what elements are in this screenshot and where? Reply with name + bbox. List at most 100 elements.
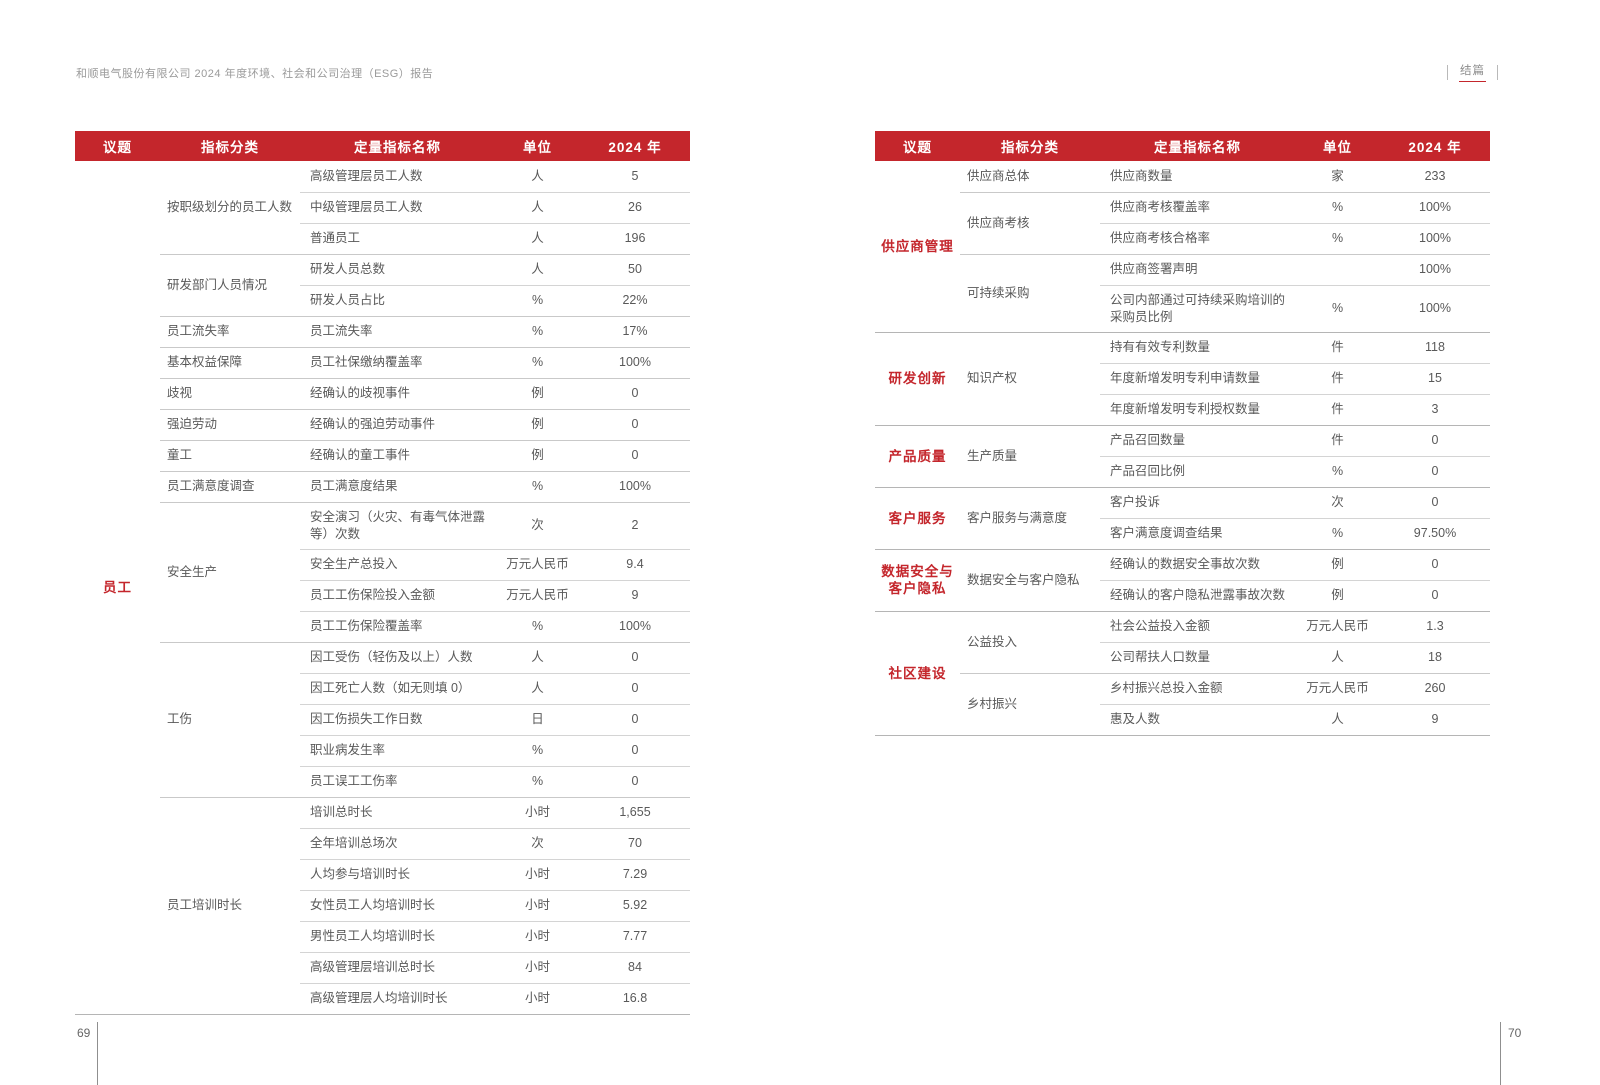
table-row: 供应商考核 供应商考核覆盖率% 100%: [875, 191, 1490, 254]
metric-unit: 万元人民币: [495, 579, 580, 611]
divider-bar: [1447, 64, 1448, 80]
metric-name: 持有有效专利数量: [1100, 331, 1295, 363]
metric-name: 员工误工工伤率: [300, 765, 495, 797]
table-row: 公司帮扶人口数量人 18: [875, 641, 1490, 673]
metric-value: 0: [1380, 579, 1490, 611]
metric-name: 因工伤损失工作日数: [300, 703, 495, 735]
table-row: 产品质量 生产质量 产品召回数量件 0: [875, 424, 1490, 487]
metric-value: 0: [1380, 424, 1490, 456]
esg-table-employee: 议题 指标分类 定量指标名称 单位 2024 年 员工 按职级划分的员工人数 高级管理层员工…: [75, 131, 690, 1015]
metric-unit: %: [1295, 222, 1380, 254]
table-row: 客户满意度调查结果% 97.50%: [875, 517, 1490, 549]
table-row: 安全生产总投入 万元人民币 9.4: [75, 548, 690, 580]
category-label: 供应商考核: [960, 191, 1100, 254]
table-row: 高级管理层人均培训时长 小时 16.8: [75, 982, 690, 1014]
metric-unit: 万元人民币: [1295, 672, 1380, 704]
metric-name: 全年培训总场次: [300, 827, 495, 859]
table-row: 员工工伤保险投入金额 万元人民币 9: [75, 579, 690, 611]
metric-unit: 件: [1295, 331, 1380, 363]
metric-value: 50: [580, 253, 690, 285]
metric-name: 供应商签署声明: [1100, 253, 1295, 285]
metric-unit: %: [495, 346, 580, 378]
metric-name: 中级管理层员工人数: [300, 191, 495, 223]
table-row: 员工误工工伤率% 0: [75, 765, 690, 797]
column-header: 定量指标名称: [1100, 131, 1295, 161]
metric-name: 高级管理层培训总时长: [300, 951, 495, 983]
metric-unit: %: [495, 315, 580, 347]
table-row: 安全生产 安全演习（火灾、有毒气体泄露等）次数次 2: [75, 501, 690, 642]
metric-unit: 小时: [495, 796, 580, 828]
metric-unit: %: [495, 470, 580, 502]
metric-name: 产品召回比例: [1100, 455, 1295, 487]
esg-table-governance: 议题 指标分类 定量指标名称 单位 2024 年 供应商管理 供应商总体 供应商数量 家 233…: [875, 131, 1490, 736]
metric-name: 普通员工: [300, 222, 495, 254]
metric-name: 经确认的客户隐私泄露事故次数: [1100, 579, 1295, 611]
category-label: 知识产权: [960, 331, 1100, 425]
metric-value: 0: [580, 765, 690, 797]
metric-unit: %: [495, 610, 580, 642]
metric-name: 乡村振兴总投入金额: [1100, 672, 1295, 704]
category-label: 可持续采购: [960, 253, 1100, 332]
column-header: 单位: [1295, 131, 1380, 161]
table-row: 惠及人数人 9: [875, 703, 1490, 735]
topic-label: 研发创新: [875, 331, 960, 425]
page-edge-rule: [1500, 1022, 1501, 1085]
metric-value: 3: [1380, 393, 1490, 425]
table-row: 全年培训总场次次 70: [75, 827, 690, 859]
metric-name: 员工流失率: [300, 315, 495, 347]
column-header: 定量指标名称: [300, 131, 495, 161]
metric-name: 职业病发生率: [300, 734, 495, 766]
page-number-left: 69: [77, 1026, 91, 1040]
metric-value: 0: [580, 641, 690, 673]
table-row: 数据安全与客户隐私 数据安全与客户隐私 经确认的数据安全事故次数例 0: [875, 548, 1490, 611]
table-row: 强迫劳动 经确认的强迫劳动事件例 0: [75, 408, 690, 440]
table-row: 经确认的客户隐私泄露事故次数例 0: [875, 579, 1490, 611]
metric-unit: 次: [495, 501, 580, 549]
category-label: 公益投入: [960, 610, 1100, 673]
table-row: 社区建设 公益投入 社会公益投入金额 万元人民币 1.3: [875, 610, 1490, 735]
metric-value: 9: [1380, 703, 1490, 735]
table-row: 员工流失率 员工流失率% 17%: [75, 315, 690, 347]
metric-unit: 万元人民币: [1295, 610, 1380, 642]
category-label: 基本权益保障: [160, 346, 300, 378]
category-label: 童工: [160, 439, 300, 471]
metric-name: 供应商考核覆盖率: [1100, 191, 1295, 223]
column-header: 指标分类: [960, 131, 1100, 161]
metric-name: 客户满意度调查结果: [1100, 517, 1295, 549]
metric-unit: 人: [1295, 703, 1380, 735]
category-label: 工伤: [160, 641, 300, 797]
metric-unit: 件: [1295, 424, 1380, 456]
metric-unit: 例: [1295, 579, 1380, 611]
table-row: 供应商考核合格率% 100%: [875, 222, 1490, 254]
metric-value: 0: [580, 377, 690, 409]
metric-name: 社会公益投入金额: [1100, 610, 1295, 642]
category-label: 安全生产: [160, 501, 300, 642]
topic-label: 数据安全与客户隐私: [875, 548, 960, 611]
metric-name: 因工受伤（轻伤及以上）人数: [300, 641, 495, 673]
metric-name: 供应商考核合格率: [1100, 222, 1295, 254]
metric-value: 5: [631, 168, 639, 183]
metric-unit: 家: [1331, 168, 1344, 183]
table-row: 研发人员占比% 22%: [75, 284, 690, 316]
table-row: 普通员工人 196: [75, 222, 690, 254]
metric-value: 100%: [580, 470, 690, 502]
metric-unit: 人: [495, 641, 580, 673]
metric-unit: 小时: [495, 889, 580, 921]
topic-label: 客户服务: [875, 486, 960, 549]
metric-value: 100%: [1380, 222, 1490, 254]
metric-unit: [1295, 253, 1380, 285]
page-number-right: 70: [1508, 1026, 1522, 1040]
table-row: 基本权益保障 员工社保缴纳覆盖率% 100%: [75, 346, 690, 378]
column-header: 议题: [75, 131, 160, 161]
category-label: 数据安全与客户隐私: [960, 548, 1100, 611]
metric-value: 5.92: [580, 889, 690, 921]
metric-name: 员工工伤保险覆盖率: [300, 610, 495, 642]
metric-value: 260: [1380, 672, 1490, 704]
metric-value: 15: [1380, 362, 1490, 394]
metric-unit: 人: [495, 191, 580, 223]
metric-unit: 件: [1295, 393, 1380, 425]
metric-name: 年度新增发明专利申请数量: [1100, 362, 1295, 394]
table-row: 女性员工人均培训时长 小时 5.92: [75, 889, 690, 921]
metric-name: 员工工伤保险投入金额: [300, 579, 495, 611]
metric-value: 100%: [580, 610, 690, 642]
